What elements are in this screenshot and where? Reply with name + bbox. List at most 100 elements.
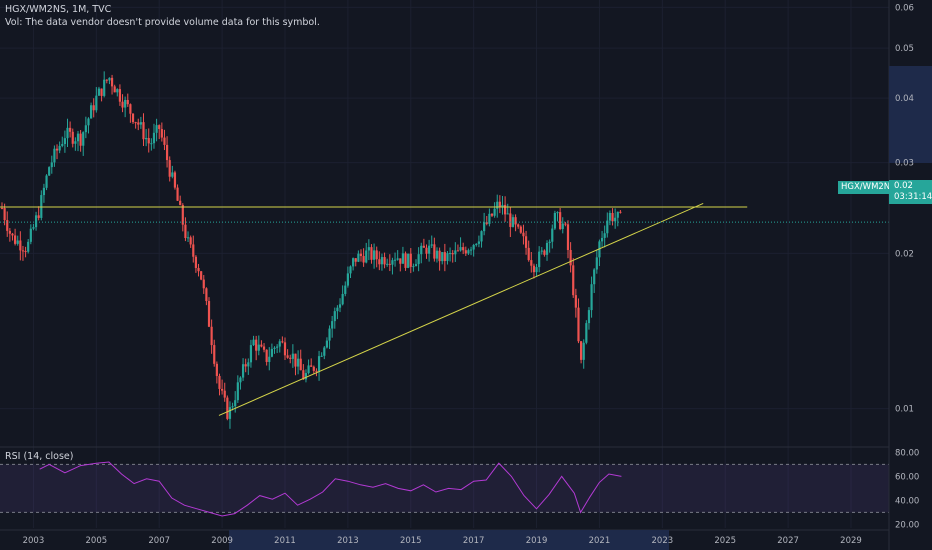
- candle: [566, 220, 570, 259]
- candle: [234, 391, 237, 413]
- candle: [386, 258, 389, 267]
- candle: [97, 86, 101, 97]
- candle: [556, 211, 559, 222]
- candle: [197, 263, 200, 277]
- candle: [131, 113, 135, 124]
- candle: [412, 263, 415, 272]
- candle: [158, 124, 161, 140]
- rising-trendline[interactable]: [218, 202, 704, 416]
- y-tick-label: 0.05: [895, 44, 914, 54]
- candle: [215, 361, 218, 384]
- x-tick-labels: 2003 2005 2007 2009 2011 2013 2015 2017 2019 2021…: [23, 536, 862, 546]
- candle: [296, 350, 300, 375]
- candle: [616, 211, 619, 227]
- candle: [145, 129, 148, 147]
- x-tick-label: 2017: [463, 536, 485, 546]
- candle: [600, 230, 604, 247]
- rsi-title[interactable]: RSI (14, close): [5, 451, 74, 462]
- candle: [462, 242, 465, 255]
- candle: [472, 243, 475, 257]
- candle: [84, 116, 87, 139]
- candle: [469, 246, 473, 256]
- candle: [289, 354, 292, 364]
- candle: [433, 237, 436, 262]
- candle: [50, 155, 53, 174]
- candle: [365, 242, 368, 264]
- rsi-line: [39, 461, 622, 517]
- candle: [273, 346, 276, 354]
- candle: [299, 349, 302, 371]
- candle: [496, 194, 499, 218]
- price-axis[interactable]: 0.06 0.05 0.04 0.03 0.02 0.01 80.00 60.00 40.00…: [888, 0, 932, 550]
- candle: [559, 207, 562, 231]
- candle: [66, 118, 69, 148]
- candle: [456, 244, 460, 252]
- candle: [184, 217, 187, 242]
- candle: [506, 203, 509, 215]
- candle: [307, 359, 310, 375]
- candle: [29, 224, 32, 245]
- candle: [79, 130, 82, 152]
- y-tick-label: 0.03: [895, 159, 914, 169]
- candle: [532, 263, 536, 279]
- candle: [213, 339, 216, 367]
- x-tick-label: 2009: [211, 536, 233, 546]
- candle: [535, 263, 538, 277]
- rsi-tick-label: 20.00: [895, 520, 919, 530]
- candle: [467, 248, 470, 255]
- time-axis[interactable]: 2003 2005 2007 2009 2011 2013 2015 2017 2019 2021…: [0, 529, 889, 550]
- candle: [173, 170, 177, 190]
- symbol-title[interactable]: HGX/WM2NS, 1M, TVC: [5, 4, 112, 15]
- candle: [488, 208, 491, 227]
- candle: [150, 138, 153, 151]
- candle: [304, 369, 308, 383]
- candle: [262, 343, 266, 353]
- candle: [396, 250, 399, 261]
- gridlines: [0, 0, 889, 528]
- candle: [82, 131, 85, 156]
- candle: [16, 235, 19, 246]
- rsi-pane: [0, 446, 889, 517]
- candle: [593, 268, 596, 294]
- candle: [8, 228, 11, 242]
- candle: [179, 195, 182, 206]
- candle: [168, 156, 171, 182]
- bar-countdown: 03:31:14: [894, 192, 932, 202]
- candle: [572, 258, 575, 298]
- candle: [202, 275, 205, 294]
- candle: [331, 315, 334, 338]
- volume-note: Vol: The data vendor doesn't provide vol…: [5, 17, 320, 28]
- candle: [228, 401, 232, 429]
- candle: [375, 246, 378, 268]
- candle: [74, 137, 77, 151]
- candle: [333, 307, 336, 329]
- candle: [598, 239, 601, 266]
- candle: [341, 285, 344, 306]
- candle: [383, 252, 386, 269]
- rsi-tick-label: 80.00: [895, 448, 919, 458]
- candle: [328, 325, 331, 349]
- candle: [87, 117, 90, 134]
- candle: [89, 102, 93, 119]
- candle: [346, 266, 349, 288]
- candle: [614, 208, 617, 229]
- candle: [58, 141, 61, 154]
- candle: [19, 231, 22, 261]
- candle: [134, 121, 137, 129]
- x-tick-label: 2021: [589, 536, 611, 546]
- last-price-value: 0.02: [894, 181, 913, 191]
- x-tick-label: 2013: [337, 536, 359, 546]
- candle: [0, 202, 4, 210]
- candle: [40, 190, 43, 221]
- candle: [391, 257, 394, 275]
- candle: [538, 246, 541, 273]
- candle: [590, 276, 593, 318]
- candle: [32, 223, 35, 231]
- candle: [475, 243, 478, 247]
- candle: [511, 214, 515, 228]
- candle: [142, 113, 145, 147]
- candle: [425, 244, 428, 259]
- candle: [45, 174, 48, 191]
- candle: [464, 246, 467, 257]
